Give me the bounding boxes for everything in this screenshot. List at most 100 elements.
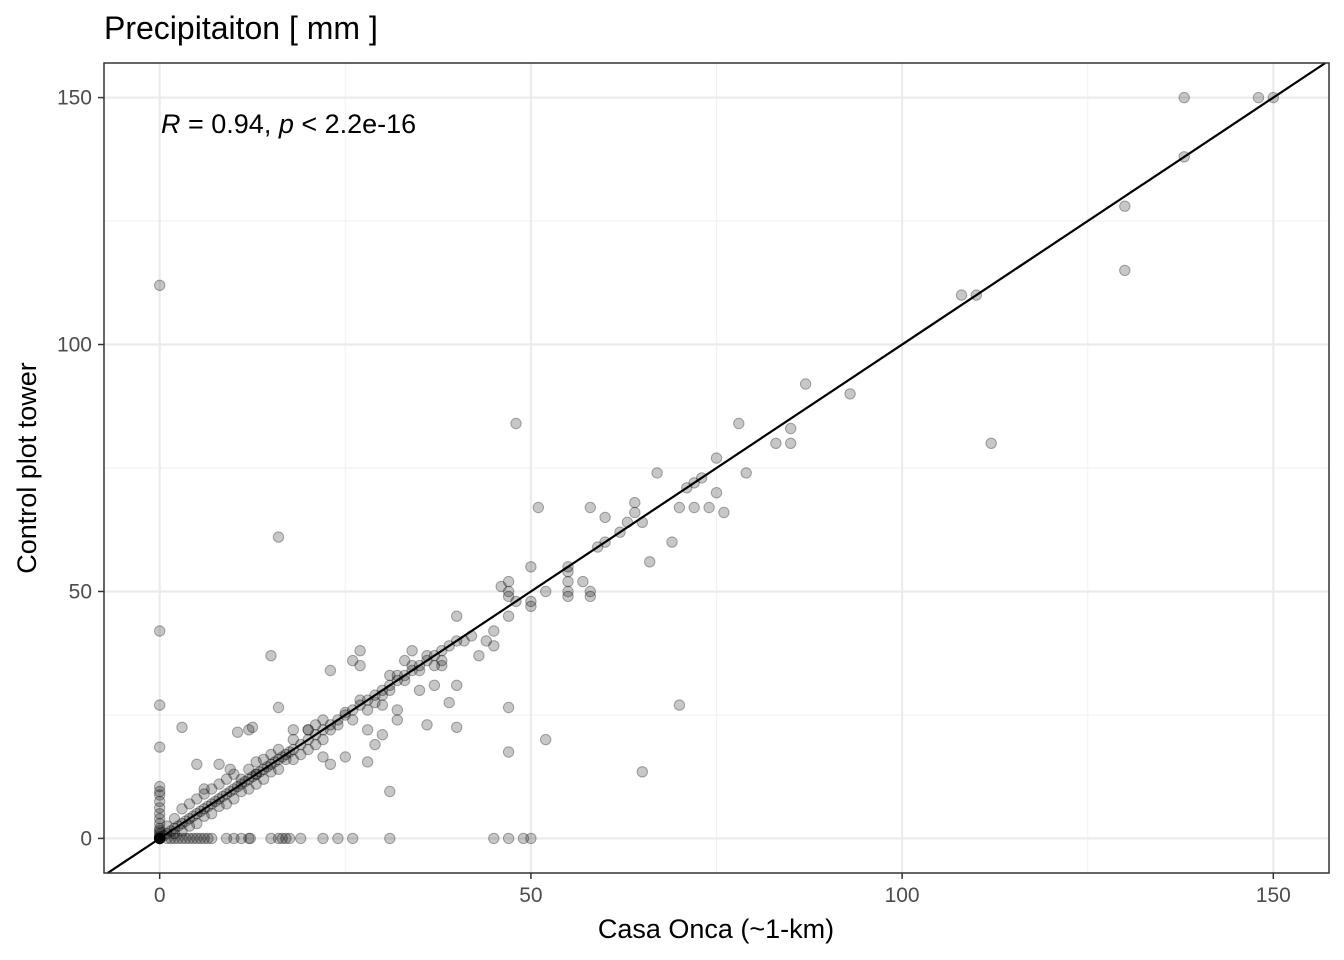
y-tick-label: 150 <box>57 87 92 110</box>
data-point <box>369 696 381 709</box>
x-tick-label: 50 <box>519 884 542 907</box>
data-point <box>421 719 433 731</box>
data-point <box>985 437 997 449</box>
data-point <box>168 832 181 845</box>
data-point <box>154 802 166 814</box>
data-point <box>302 724 314 736</box>
data-point <box>243 763 255 775</box>
data-point <box>361 756 374 768</box>
data-point <box>183 832 196 845</box>
data-point <box>206 808 218 820</box>
data-point <box>436 659 448 672</box>
data-point <box>154 625 166 637</box>
data-point <box>220 798 233 810</box>
data-point <box>443 696 455 709</box>
data-point <box>428 679 441 691</box>
data-point <box>451 721 463 733</box>
data-point <box>283 832 296 845</box>
data-point <box>502 585 515 598</box>
data-point <box>244 832 257 845</box>
data-point <box>629 496 641 509</box>
data-point <box>413 684 426 696</box>
p-symbol: p <box>278 109 294 139</box>
data-point <box>154 822 166 835</box>
data-point <box>785 437 797 449</box>
data-point <box>198 788 210 800</box>
data-point <box>369 738 381 751</box>
data-point <box>235 832 248 845</box>
data-point <box>636 766 648 778</box>
data-point <box>272 763 285 775</box>
data-point <box>844 388 856 400</box>
data-point <box>198 783 210 795</box>
data-point <box>302 743 314 756</box>
data-point <box>799 378 812 390</box>
data-point <box>228 793 240 805</box>
data-point <box>154 780 166 793</box>
data-point <box>265 650 277 662</box>
data-point <box>272 701 285 714</box>
data-point <box>198 810 210 822</box>
data-point <box>644 556 656 568</box>
data-point <box>220 832 233 845</box>
y-axis-title: Control plot tower <box>12 362 42 574</box>
y-tick-label: 50 <box>69 580 92 603</box>
data-point <box>347 832 359 845</box>
data-point <box>517 832 530 845</box>
data-point <box>243 783 255 795</box>
data-point <box>488 625 500 637</box>
data-point <box>451 610 463 622</box>
data-point <box>347 654 359 667</box>
data-point <box>406 645 418 657</box>
data-point <box>183 798 196 810</box>
data-point <box>339 751 351 763</box>
data-point <box>540 585 552 598</box>
data-point <box>154 795 166 808</box>
r-symbol: R <box>161 109 181 139</box>
data-point <box>180 832 192 845</box>
data-point <box>235 785 248 798</box>
data-point <box>194 832 207 845</box>
data-point <box>740 467 752 479</box>
data-point <box>710 452 723 464</box>
data-point <box>502 575 515 588</box>
data-point <box>540 733 552 746</box>
plot-panel: R = 0.94, p < 2.2e-16 <box>103 62 1330 874</box>
data-point <box>391 714 403 726</box>
data-point <box>391 704 403 716</box>
data-point <box>287 753 299 766</box>
data-point <box>495 580 507 593</box>
data-point <box>317 832 329 845</box>
data-point <box>584 501 596 514</box>
r-value: = 0.94, <box>181 109 279 139</box>
data-point <box>532 501 544 514</box>
data-points <box>154 91 1280 845</box>
data-point <box>228 832 240 845</box>
panel-border <box>103 62 1330 874</box>
y-tick-label: 0 <box>80 827 92 850</box>
data-point <box>176 721 188 733</box>
x-tick-label: 150 <box>1256 884 1291 907</box>
data-point <box>272 743 285 756</box>
data-point <box>265 832 277 845</box>
data-point <box>243 724 255 736</box>
data-point <box>436 654 448 667</box>
y-axis: 0 50 100 150 <box>57 87 104 850</box>
data-point <box>280 832 292 845</box>
data-point <box>770 437 782 449</box>
data-point <box>376 699 389 711</box>
data-point <box>287 724 299 736</box>
data-point <box>309 719 322 731</box>
data-point <box>224 763 236 775</box>
data-point <box>629 506 641 519</box>
data-point <box>154 699 166 711</box>
data-point <box>599 511 611 524</box>
data-point <box>250 778 262 790</box>
data-point <box>577 575 589 588</box>
data-point <box>361 724 374 736</box>
data-point <box>295 832 307 845</box>
data-point <box>257 773 270 785</box>
data-point <box>154 279 166 291</box>
data-point <box>473 650 485 662</box>
